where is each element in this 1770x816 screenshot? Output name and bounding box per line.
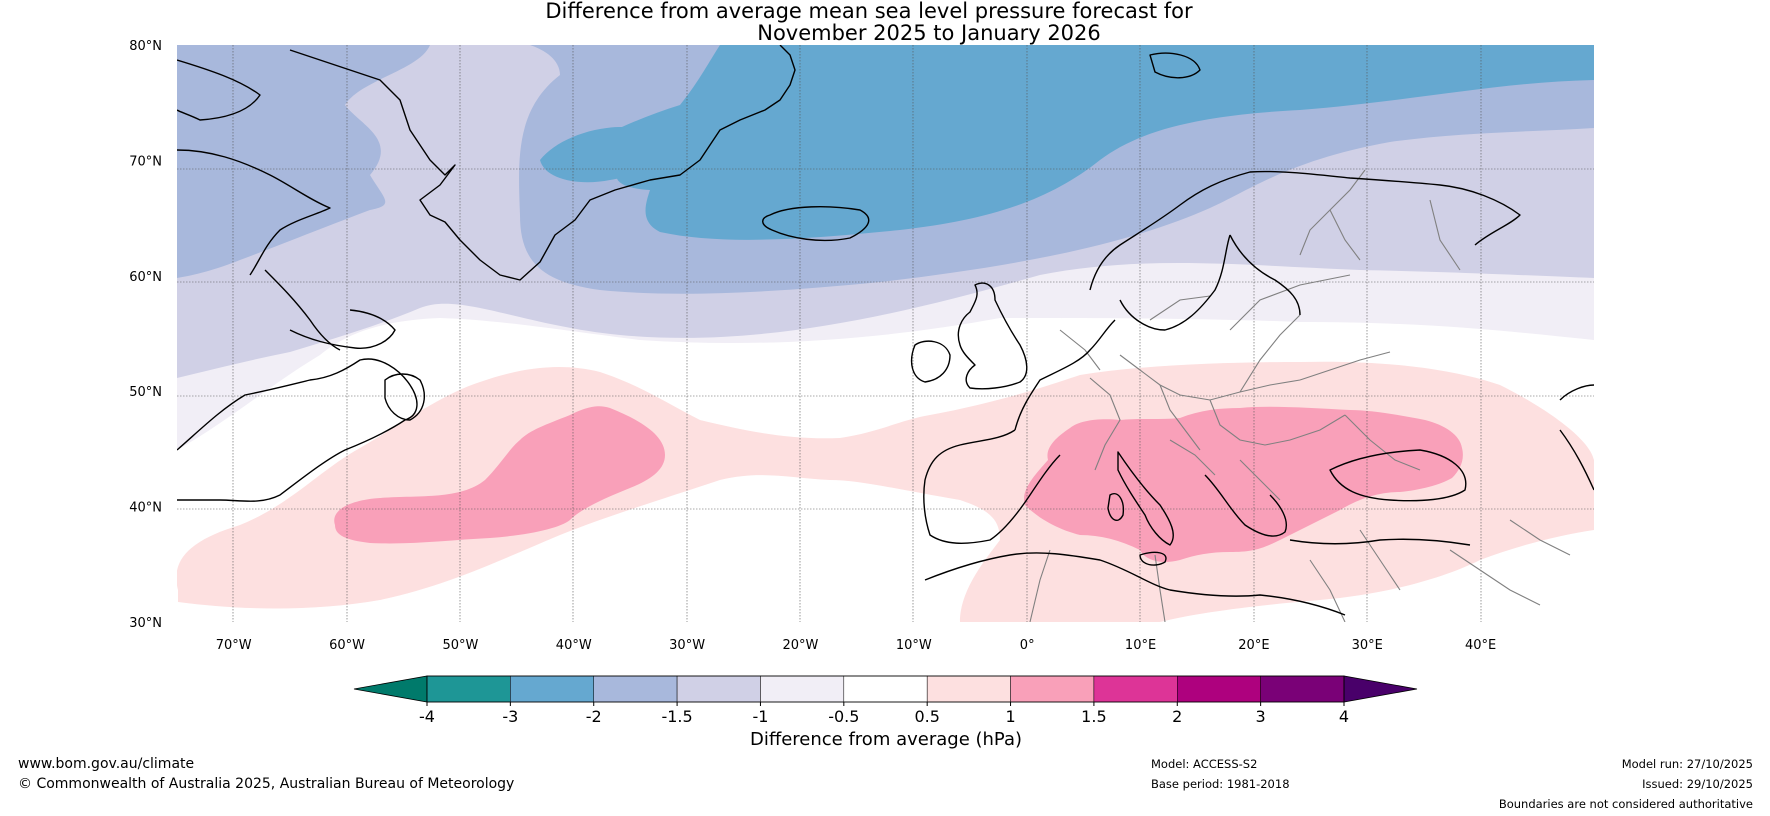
title-line-1: Difference from average mean sea level p… bbox=[545, 0, 1193, 23]
lon-tick-label: 60°W bbox=[329, 638, 365, 653]
country-borders bbox=[1029, 169, 1571, 622]
colorbar-swatch bbox=[843, 675, 928, 703]
footer-base-period: Base period: 1981-2018 bbox=[1151, 777, 1290, 791]
lon-tick-label: 50°W bbox=[442, 638, 478, 653]
colorbar-swatch bbox=[676, 675, 761, 703]
colorbar-tick-label: -3 bbox=[502, 707, 518, 726]
colorbar-swatch bbox=[926, 675, 1011, 703]
graticule bbox=[177, 45, 1594, 622]
colorbar-title: Difference from average (hPa) bbox=[750, 729, 1022, 750]
colorbar-tick-label: -2 bbox=[586, 707, 602, 726]
lon-tick-label: 30°E bbox=[1352, 638, 1383, 653]
footer-issued: Issued: 29/10/2025 bbox=[1642, 777, 1753, 791]
colorbar-swatch bbox=[593, 675, 678, 703]
footer-copyright: © Commonwealth of Australia 2025, Austra… bbox=[18, 776, 514, 792]
colorbar-swatch bbox=[760, 675, 845, 703]
colorbar-tick-label: 3 bbox=[1256, 707, 1266, 726]
lon-tick-label: 40°W bbox=[556, 638, 592, 653]
lat-tick-label: 40°N bbox=[129, 501, 162, 516]
latitude-axis: 80°N 70°N 60°N 50°N 40°N 30°N bbox=[129, 39, 162, 631]
colorbar-tick-label: -1 bbox=[752, 707, 768, 726]
lon-tick-label: 40°E bbox=[1465, 638, 1496, 653]
footer-model-run: Model run: 27/10/2025 bbox=[1622, 757, 1753, 771]
colorbar-tick-label: -4 bbox=[419, 707, 435, 726]
lon-tick-label: 20°W bbox=[783, 638, 819, 653]
coastlines bbox=[177, 45, 1594, 616]
lon-tick-label: 10°E bbox=[1125, 638, 1156, 653]
footer-model: Model: ACCESS-S2 bbox=[1151, 757, 1257, 771]
lat-tick-label: 70°N bbox=[129, 154, 162, 169]
lon-tick-label: 0° bbox=[1020, 638, 1035, 653]
lon-tick-label: 10°W bbox=[896, 638, 932, 653]
lon-tick-label: 30°W bbox=[669, 638, 705, 653]
footer-disclaimer: Boundaries are not considered authoritat… bbox=[1499, 797, 1753, 811]
pressure-anomaly-map bbox=[177, 45, 1594, 622]
lat-tick-label: 30°N bbox=[129, 616, 162, 631]
colorbar-tick-label: 2 bbox=[1172, 707, 1182, 726]
colorbar-tick-label: -1.5 bbox=[661, 707, 692, 726]
lat-tick-label: 50°N bbox=[129, 385, 162, 400]
colorbar: -4 -3 -2 -1.5 -1 -0.5 0.5 1 1.5 2 3 4 bbox=[353, 675, 1418, 726]
colorbar-extend-high bbox=[1343, 675, 1418, 703]
colorbar-tick-label: 0.5 bbox=[914, 707, 939, 726]
lon-tick-label: 20°E bbox=[1238, 638, 1269, 653]
longitude-axis: 70°W 60°W 50°W 40°W 30°W 20°W 10°W 0° 10°E 20°E 30… bbox=[216, 638, 1497, 653]
colorbar-swatch bbox=[510, 675, 594, 703]
colorbar-tick-label: 1 bbox=[1005, 707, 1015, 726]
lat-tick-label: 80°N bbox=[129, 39, 162, 54]
colorbar-tick-label: 4 bbox=[1339, 707, 1349, 726]
colorbar-swatch bbox=[426, 675, 511, 703]
colorbar-tick-label: -0.5 bbox=[828, 707, 859, 726]
footer-url: www.bom.gov.au/climate bbox=[18, 756, 194, 772]
colorbar-outline bbox=[426, 675, 1345, 703]
colorbar-extend-low bbox=[353, 675, 428, 703]
colorbar-swatch bbox=[1010, 675, 1095, 703]
lat-tick-label: 60°N bbox=[129, 270, 162, 285]
title-line-2: November 2025 to January 2026 bbox=[757, 21, 1101, 45]
lon-tick-label: 70°W bbox=[216, 638, 252, 653]
colorbar-swatch bbox=[1260, 675, 1345, 703]
contour-fill-pos1-mediterranean bbox=[1024, 406, 1463, 562]
colorbar-swatch bbox=[1093, 675, 1178, 703]
colorbar-tick-label: 1.5 bbox=[1081, 707, 1106, 726]
colorbar-swatch bbox=[1177, 675, 1261, 703]
contour-fill-neg2 bbox=[540, 45, 1594, 240]
